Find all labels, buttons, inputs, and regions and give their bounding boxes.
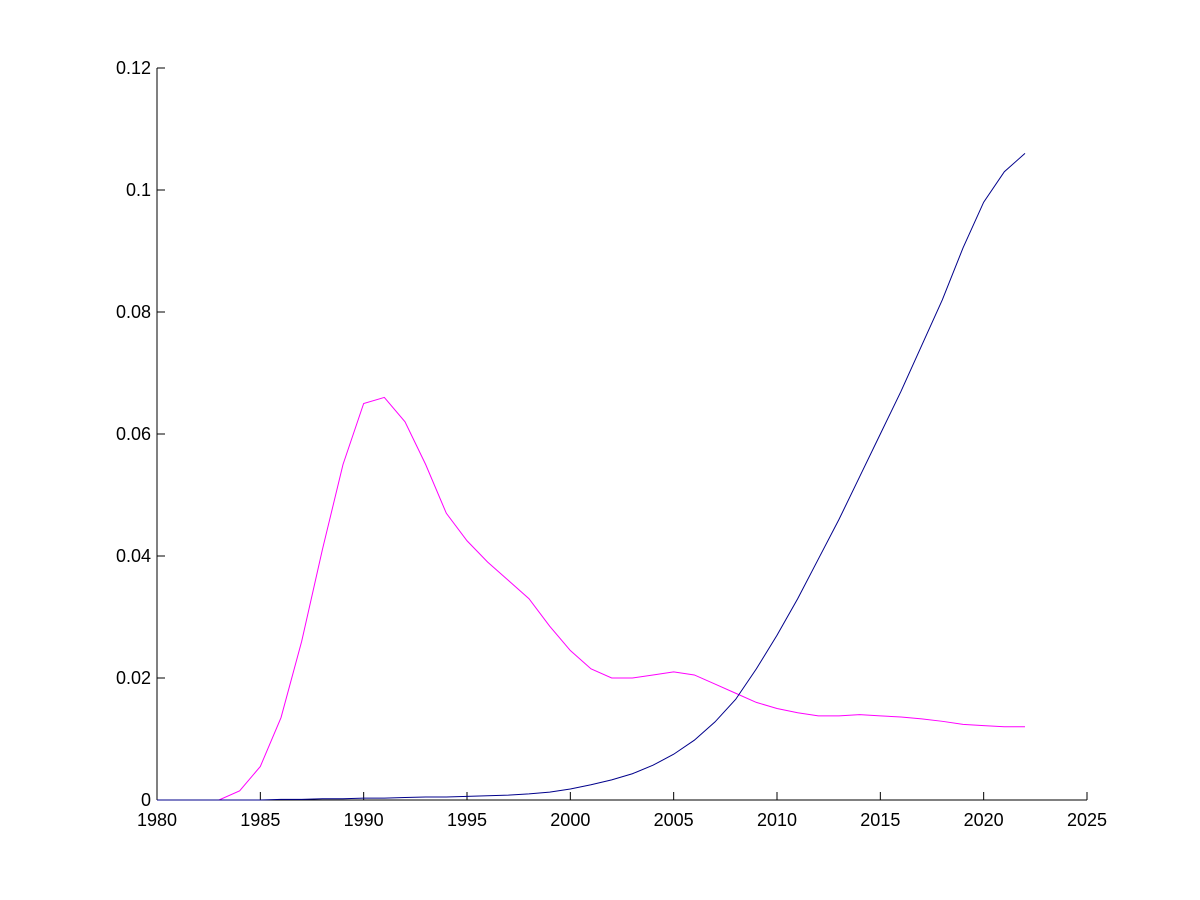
y-tick-label: 0.1: [126, 180, 151, 200]
line-series: [157, 153, 1026, 801]
x-tick-label: 2005: [654, 810, 694, 830]
x-tick-label: 1995: [447, 810, 487, 830]
x-tick-label: 2000: [550, 810, 590, 830]
x-tick-label: 1985: [240, 810, 280, 830]
x-tick-label: 2025: [1067, 810, 1107, 830]
y-tick-label: 0.04: [116, 546, 151, 566]
x-tick-label: 2015: [860, 810, 900, 830]
x-tick-label: 2010: [757, 810, 797, 830]
y-tick-label: 0.12: [116, 58, 151, 78]
y-tick-label: 0.02: [116, 668, 151, 688]
x-tick-label: 2020: [964, 810, 1004, 830]
x-tick-label: 1980: [137, 810, 177, 830]
x-tick-label: 1990: [344, 810, 384, 830]
line-series: [157, 396, 1025, 801]
y-tick-label: 0.06: [116, 424, 151, 444]
y-tick-label: 0: [141, 790, 151, 810]
y-tick-label: 0.08: [116, 302, 151, 322]
